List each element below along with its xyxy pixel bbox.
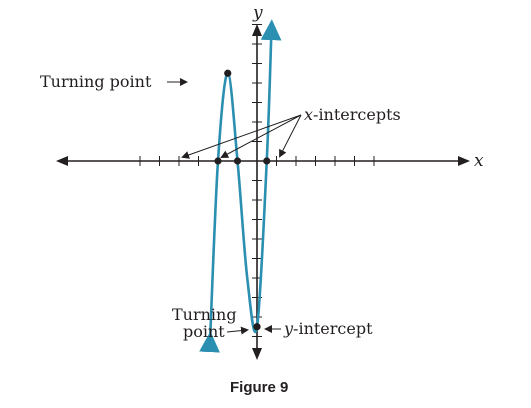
turning-point-max	[224, 69, 232, 77]
turning-point-top-label: Turning point	[40, 72, 152, 91]
y-intercept-label: y-intercept	[283, 319, 373, 338]
turning-point-bottom-label-1: Turning	[172, 305, 237, 324]
x-axis-arrow-left	[56, 156, 68, 166]
x-intercepts-leader-2	[220, 114, 302, 158]
y-axis-arrow-down	[252, 348, 262, 360]
y-axis-label: y	[252, 3, 263, 23]
x-intercepts-label: x-intercepts	[304, 105, 401, 124]
cubic-curve	[199, 19, 282, 353]
x-intercepts-leader-3	[279, 114, 302, 158]
y-intercept	[253, 323, 261, 331]
figure-caption: Figure 9	[230, 379, 288, 396]
x-intercept-3	[263, 157, 271, 165]
turning-point-bottom-leader	[226, 326, 249, 335]
y-intercept-annotation: y-intercept	[264, 319, 373, 338]
x-intercepts-leader-1	[181, 114, 302, 159]
x-axis-label: x	[474, 151, 484, 171]
x-intercept-2	[233, 157, 242, 165]
key-points	[214, 69, 271, 331]
y-axis-arrow-up	[252, 24, 262, 36]
turning-point-bottom-label-2: point	[183, 322, 225, 341]
x-axis-arrow-right	[458, 156, 470, 166]
x-intercepts-annotation: x-intercepts	[181, 105, 401, 159]
x-intercept-1	[214, 157, 222, 165]
